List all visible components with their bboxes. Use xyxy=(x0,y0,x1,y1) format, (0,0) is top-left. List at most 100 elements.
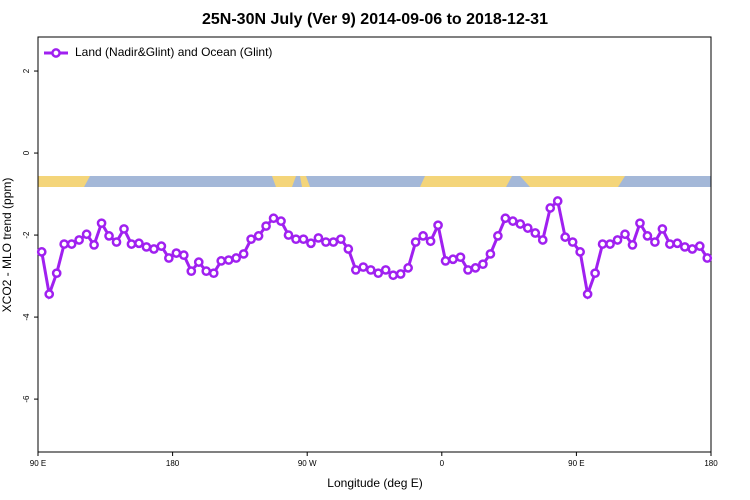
point xyxy=(373,268,384,279)
land-band xyxy=(272,176,296,187)
point xyxy=(291,234,301,245)
point xyxy=(134,238,144,249)
point xyxy=(216,256,227,266)
point xyxy=(672,238,683,249)
point xyxy=(590,268,600,279)
point xyxy=(478,259,488,270)
point xyxy=(665,239,675,249)
point xyxy=(642,231,653,241)
point xyxy=(650,237,660,247)
x-tick-label: 180 xyxy=(704,459,718,468)
x-tick-label: 90 E xyxy=(568,459,584,468)
point xyxy=(313,233,324,243)
point xyxy=(395,269,406,279)
point xyxy=(448,254,458,265)
y-tick-label: -4 xyxy=(22,313,31,321)
point xyxy=(208,268,219,279)
point xyxy=(365,265,376,275)
x-tick-label: 180 xyxy=(166,459,180,468)
point xyxy=(51,268,62,279)
point xyxy=(193,257,204,267)
point xyxy=(627,240,638,250)
point xyxy=(679,242,690,252)
point xyxy=(171,248,182,258)
point xyxy=(552,196,563,206)
point xyxy=(336,234,346,245)
land-ocean-strip xyxy=(38,176,711,187)
point xyxy=(694,241,705,251)
point xyxy=(515,219,526,229)
point xyxy=(455,252,466,263)
point xyxy=(36,247,47,257)
point xyxy=(388,270,399,281)
point xyxy=(141,242,152,252)
point xyxy=(567,237,578,247)
point xyxy=(104,231,114,241)
point xyxy=(493,231,503,241)
x-tick-label: 90 E xyxy=(30,459,46,468)
y-tick-label: -2 xyxy=(22,231,31,239)
point xyxy=(485,249,496,259)
point xyxy=(425,236,436,247)
point xyxy=(306,238,316,249)
point xyxy=(605,239,615,249)
y-tick-label: -6 xyxy=(22,395,31,403)
point xyxy=(545,203,556,213)
point xyxy=(440,256,451,266)
point xyxy=(66,239,77,249)
point xyxy=(164,253,174,263)
x-axis-label: Longitude (deg E) xyxy=(327,476,422,490)
plot-frame xyxy=(37,36,712,453)
point xyxy=(463,265,473,275)
point xyxy=(321,237,331,247)
land-band xyxy=(520,176,625,187)
point xyxy=(702,253,713,263)
point xyxy=(575,247,585,257)
land-band xyxy=(300,176,310,187)
point xyxy=(343,244,354,254)
point xyxy=(223,255,234,265)
point xyxy=(597,239,608,249)
point xyxy=(620,229,630,240)
point xyxy=(328,237,339,247)
point xyxy=(119,224,129,234)
ocean-band xyxy=(38,176,711,187)
point xyxy=(530,228,541,238)
point xyxy=(283,230,294,240)
point xyxy=(74,235,84,245)
point xyxy=(44,289,55,299)
point xyxy=(89,240,99,250)
point xyxy=(238,249,249,259)
point xyxy=(433,220,443,231)
point xyxy=(81,229,92,240)
point xyxy=(268,213,279,224)
point xyxy=(156,241,167,251)
y-axis-label: XCO2 - MLO trend (ppm) xyxy=(0,178,14,313)
x-tick-label: 90 W xyxy=(298,459,317,468)
point xyxy=(111,237,122,247)
point xyxy=(350,265,361,275)
legend-label: Land (Nadir&Glint) and Ocean (Glint) xyxy=(75,45,272,59)
point xyxy=(410,237,421,247)
point xyxy=(522,223,533,233)
point xyxy=(687,244,698,254)
point xyxy=(380,265,391,275)
point xyxy=(418,231,428,241)
point xyxy=(403,263,413,273)
point xyxy=(178,250,189,261)
land-band xyxy=(420,176,512,187)
point xyxy=(537,235,548,245)
point xyxy=(253,231,264,241)
y-tick-label: 2 xyxy=(22,68,31,73)
point xyxy=(298,234,309,245)
point xyxy=(358,262,369,272)
point xyxy=(261,221,271,231)
point xyxy=(612,235,623,245)
point xyxy=(470,263,481,273)
point xyxy=(560,232,571,242)
y-tick-label: 0 xyxy=(22,150,31,155)
point xyxy=(126,239,137,249)
point xyxy=(59,239,70,249)
point xyxy=(231,253,242,263)
